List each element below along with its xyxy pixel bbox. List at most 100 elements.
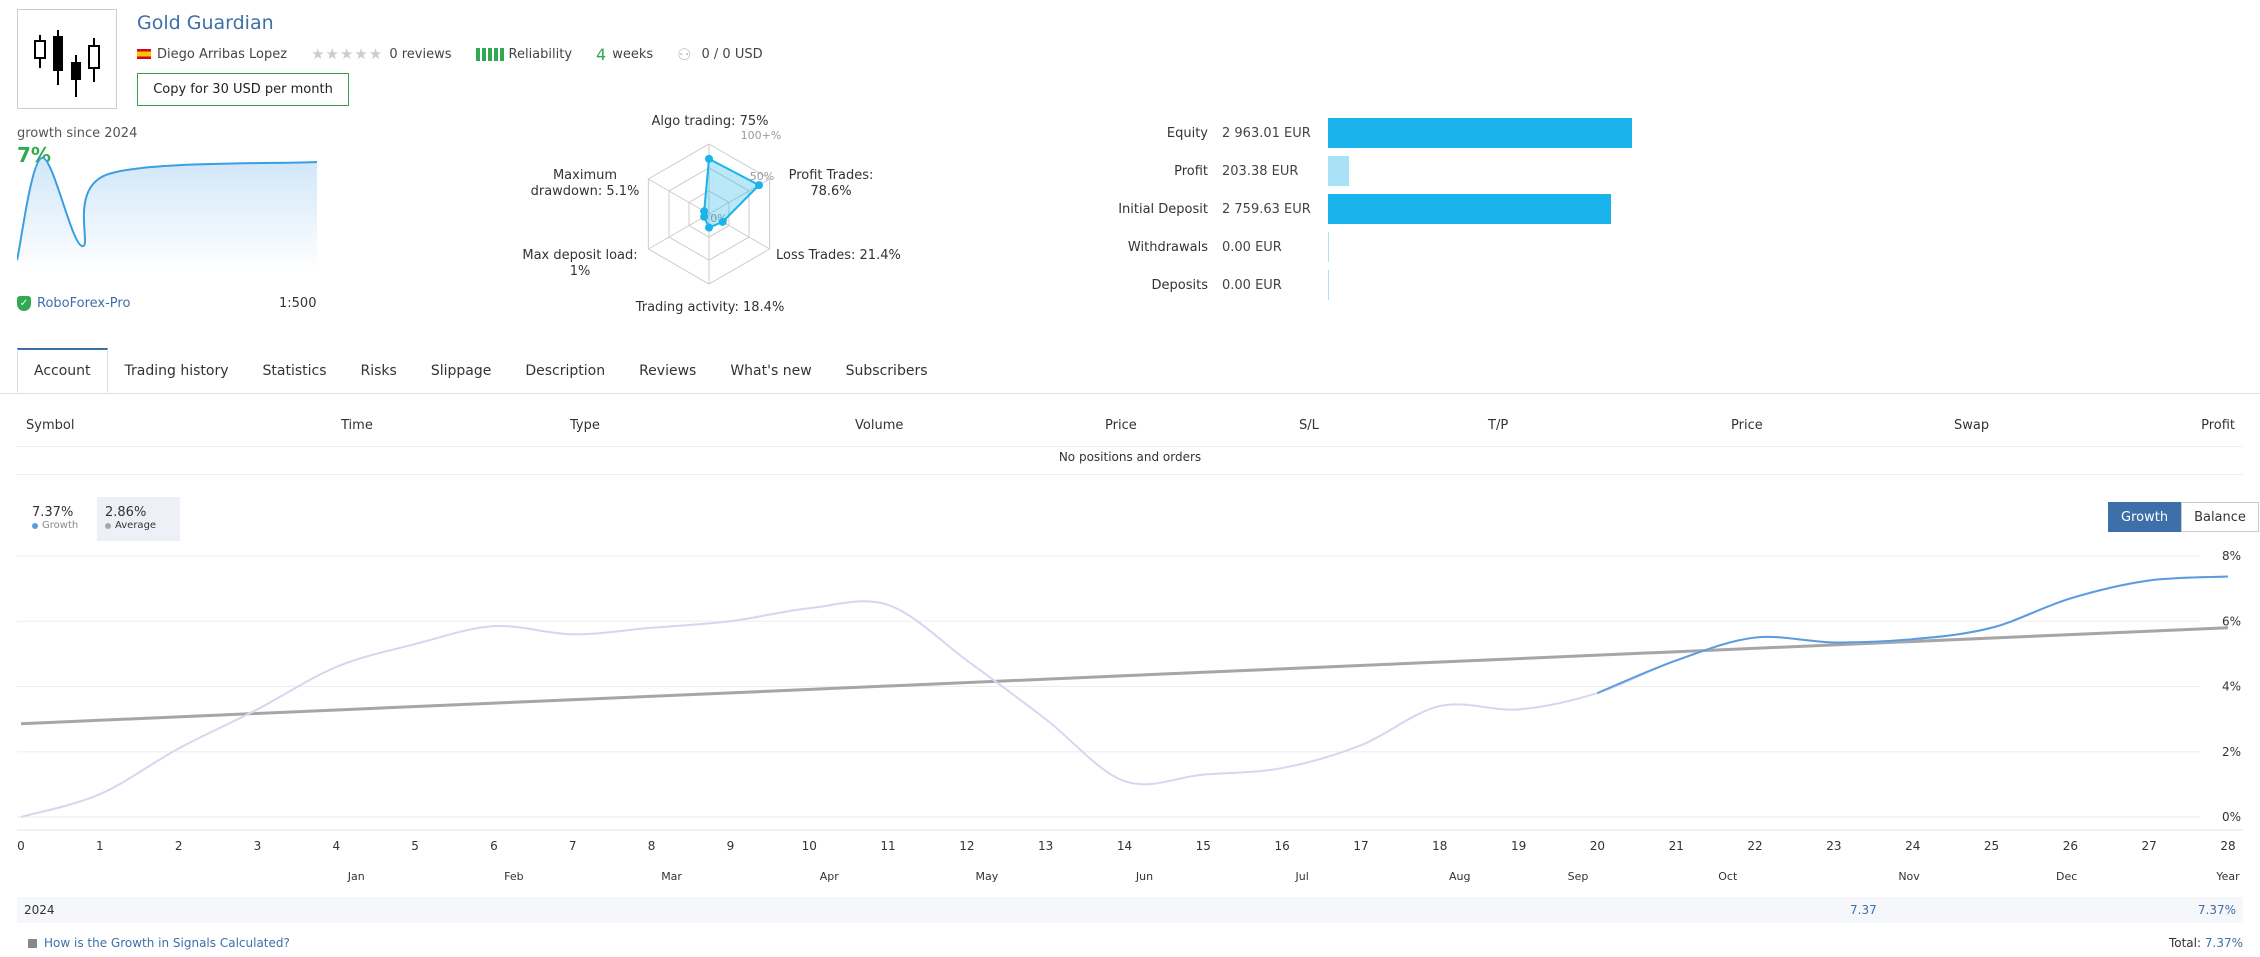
rating[interactable]: ★★★★★ 0 reviews — [311, 45, 452, 63]
x-tick-label: 17 — [1353, 839, 1368, 853]
x-tick-label: 7 — [569, 839, 577, 853]
y-tick-label: 6% — [2222, 614, 2241, 628]
col-swap[interactable]: Swap — [1954, 418, 1990, 433]
bar-fill — [1328, 194, 1612, 224]
bar-row-deposits: Deposits 0.00 EUR — [1090, 270, 1329, 300]
spain-flag-icon — [137, 49, 151, 59]
subscribers-icon: ⚇ — [677, 44, 692, 64]
tab-description[interactable]: Description — [525, 362, 606, 379]
empty-positions-message: No positions and orders — [1058, 450, 1202, 464]
month-label-sep: Sep — [1568, 870, 1589, 883]
year-value[interactable]: 7.37% — [2197, 903, 2236, 917]
nov-value[interactable]: 7.37 — [1850, 903, 1877, 917]
x-tick-label: 11 — [880, 839, 895, 853]
radar-point-profit — [755, 181, 764, 190]
x-tick-label: 13 — [1038, 839, 1053, 853]
info-square-icon — [28, 938, 37, 948]
reliability: Reliability — [475, 47, 572, 62]
bar-row-withdrawals: Withdrawals 0.00 EUR — [1090, 232, 1329, 262]
candlestick-icon — [34, 30, 100, 97]
col-volume[interactable]: Volume — [855, 418, 904, 433]
growth-dot-icon — [32, 522, 38, 529]
tab-trading-history[interactable]: Trading history — [124, 362, 229, 379]
x-tick-label: 1 — [96, 839, 104, 853]
table-divider — [17, 446, 2243, 447]
year-label: 2024 — [24, 903, 55, 917]
radar-point-load — [700, 212, 709, 221]
col-symbol[interactable]: Symbol — [26, 418, 75, 433]
star-rating-icon: ★★★★★ — [311, 45, 384, 63]
col-price-current[interactable]: Price — [1731, 418, 1763, 433]
month-label-may: May — [975, 870, 998, 883]
reliability-bars-icon — [475, 47, 504, 61]
x-tick-label: 12 — [959, 839, 974, 853]
radar-point-drawdown — [700, 207, 709, 216]
x-tick-label: 15 — [1196, 839, 1211, 853]
tab-statistics[interactable]: Statistics — [262, 362, 327, 379]
tab-account[interactable]: Account — [17, 348, 108, 393]
tab-whats-new[interactable]: What's new — [730, 362, 812, 379]
col-price[interactable]: Price — [1105, 418, 1137, 433]
radar-label-drawdown: Maximum drawdown: 5.1% — [530, 168, 640, 199]
radar-label-load: Max deposit load: 1% — [522, 248, 638, 279]
growth-toggle-button[interactable]: Growth — [2108, 502, 2182, 532]
bar-row-equity: Equity 2 963.01 EUR — [1090, 118, 1632, 148]
copy-signal-button[interactable]: Copy for 30 USD per month — [137, 73, 349, 106]
bar-fill — [1328, 156, 1349, 186]
x-tick-label: 21 — [1669, 839, 1684, 853]
growth-mini-chart — [17, 156, 317, 272]
col-type[interactable]: Type — [570, 418, 600, 433]
year-axis-label: Year — [2215, 870, 2240, 883]
average-series-line — [20, 626, 2229, 726]
author[interactable]: Diego Arribas Lopez — [137, 47, 287, 62]
month-label-mar: Mar — [661, 870, 682, 883]
tab-subscribers[interactable]: Subscribers — [845, 362, 928, 379]
x-tick-label: 22 — [1747, 839, 1762, 853]
shield-check-icon: ✓ — [17, 296, 31, 311]
tab-slippage[interactable]: Slippage — [430, 362, 492, 379]
x-tick-label: 3 — [254, 839, 262, 853]
month-label-jan: Jan — [347, 870, 365, 883]
x-tick-label: 14 — [1117, 839, 1132, 853]
x-tick-label: 24 — [1905, 839, 1920, 853]
mini-chart-area — [17, 157, 317, 272]
x-tick-label: 27 — [2142, 839, 2157, 853]
col-profit[interactable]: Profit — [2201, 418, 2235, 433]
month-label-jun: Jun — [1135, 870, 1153, 883]
month-label-apr: Apr — [820, 870, 840, 883]
y-tick-label: 4% — [2222, 680, 2241, 694]
month-label-feb: Feb — [504, 870, 523, 883]
signal-title[interactable]: Gold Guardian — [137, 12, 274, 34]
x-tick-label: 8 — [648, 839, 656, 853]
signal-meta: Diego Arribas Lopez ★★★★★ 0 reviews Reli… — [137, 44, 787, 64]
growth-calc-link[interactable]: How is the Growth in Signals Calculated? — [28, 936, 290, 950]
legend-growth[interactable]: 7.37% Growth — [32, 505, 79, 531]
table-divider — [17, 474, 2243, 475]
col-tp[interactable]: T/P — [1488, 418, 1509, 433]
col-time[interactable]: Time — [341, 418, 373, 433]
year-summary-row: 2024 7.37 7.37% — [17, 897, 2243, 923]
leverage: 1:500 — [279, 296, 317, 311]
radar-points — [700, 154, 764, 232]
positions-table-header: Symbol Time Type Volume Price S/L T/P Pr… — [17, 418, 2243, 438]
tab-reviews[interactable]: Reviews — [639, 362, 697, 379]
radar-chart: 100+% 50% 0% — [647, 129, 781, 285]
ring-label-50: 50% — [750, 170, 774, 183]
x-tick-label: 4 — [332, 839, 340, 853]
x-tick-label: 16 — [1275, 839, 1290, 853]
x-tick-label: 10 — [802, 839, 817, 853]
x-tick-label: 25 — [1984, 839, 1999, 853]
growth-series-line — [1597, 575, 2229, 694]
balance-toggle-button[interactable]: Balance — [2181, 502, 2259, 532]
tab-risks[interactable]: Risks — [360, 362, 397, 379]
subscribers-info: ⚇ 0 / 0 USD — [677, 44, 763, 64]
legend-average[interactable]: 2.86% Average — [97, 497, 180, 541]
bar-fill — [1328, 270, 1329, 300]
radar-spoke-loss — [708, 213, 770, 250]
x-tick-label: 20 — [1590, 839, 1605, 853]
broker-link[interactable]: ✓ RoboForex-Pro — [17, 296, 130, 311]
radar-label-algo: Algo trading: 75% — [651, 114, 769, 129]
x-tick-label: 28 — [2220, 839, 2235, 853]
col-sl[interactable]: S/L — [1299, 418, 1319, 433]
month-label-nov: Nov — [1898, 870, 1920, 883]
